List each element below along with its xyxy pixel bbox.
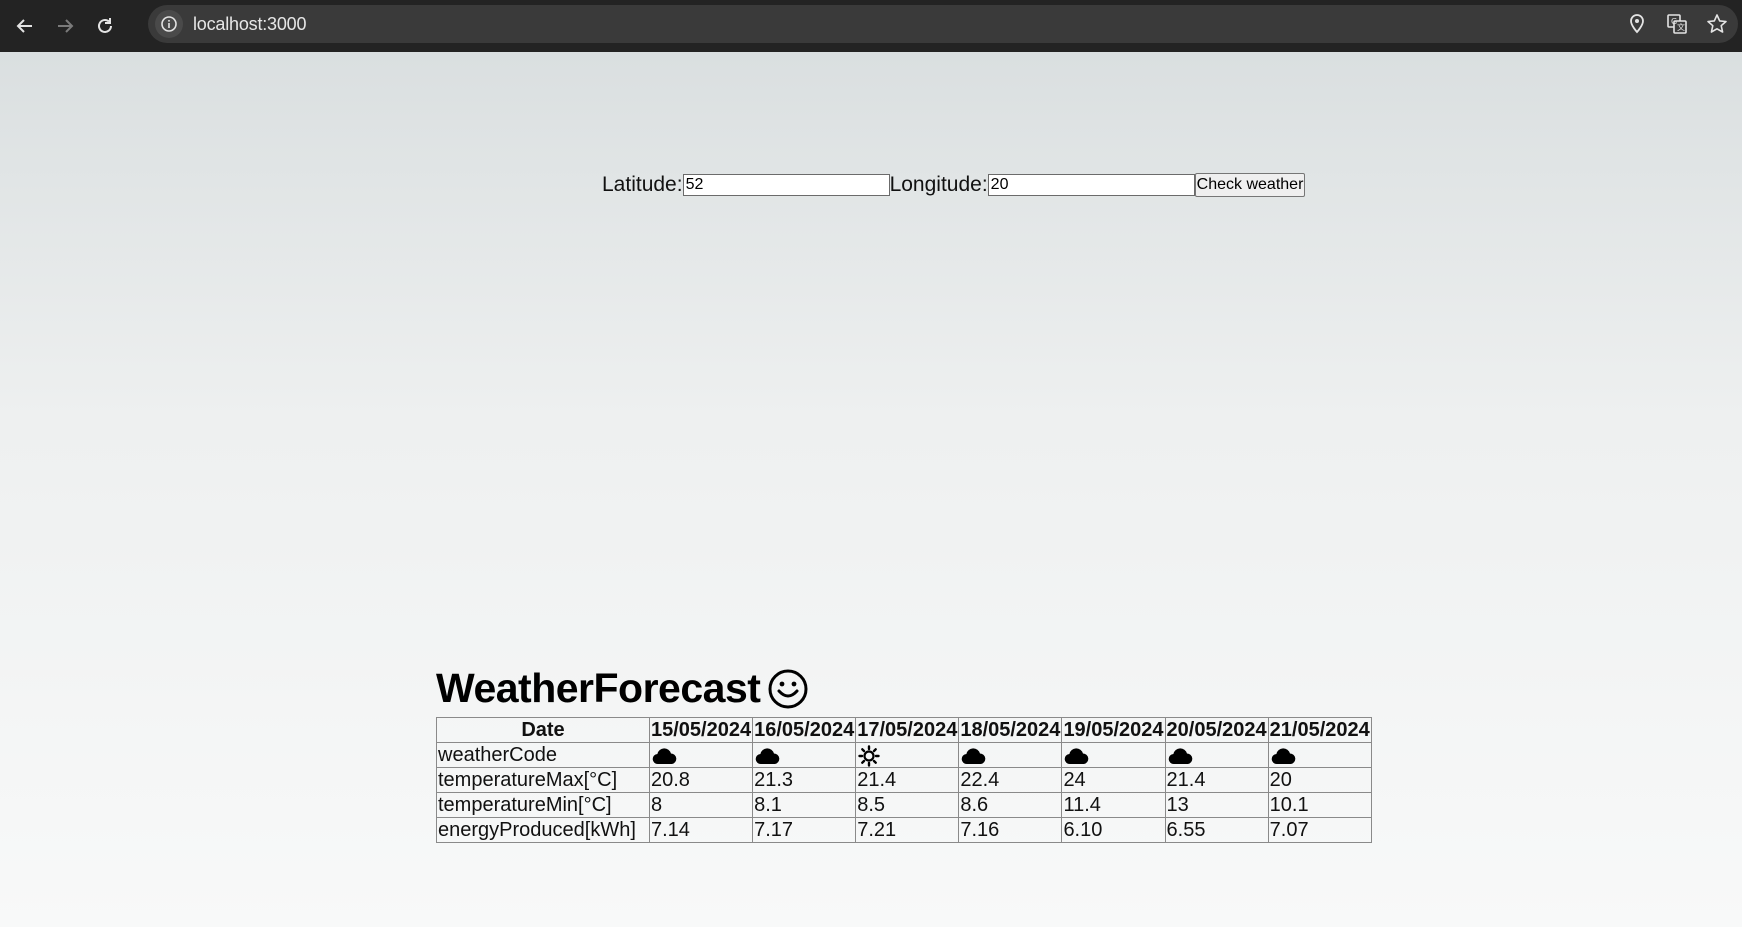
reload-button[interactable] bbox=[90, 11, 120, 41]
column-header: 18/05/2024 bbox=[958, 717, 1063, 743]
table-cell: 7.16 bbox=[958, 817, 1063, 843]
row-label: temperatureMax[°C] bbox=[436, 767, 650, 793]
smile-icon bbox=[768, 669, 808, 709]
weather-code-cell bbox=[1061, 742, 1166, 768]
back-button[interactable] bbox=[10, 11, 40, 41]
table-cell: 21.4 bbox=[855, 767, 960, 793]
arrow-left-icon bbox=[16, 19, 32, 33]
table-row: weatherCode bbox=[436, 742, 1372, 768]
table-cell: 22.4 bbox=[958, 767, 1063, 793]
location-icon[interactable] bbox=[1624, 11, 1650, 37]
forecast-title-text: WeatherForecast bbox=[436, 665, 761, 711]
weather-code-cell bbox=[855, 742, 960, 768]
site-info-button[interactable] bbox=[155, 10, 183, 38]
cloud-icon bbox=[961, 747, 987, 765]
info-icon bbox=[161, 16, 177, 32]
table-cell: 13 bbox=[1164, 792, 1269, 818]
table-cell: 10.1 bbox=[1267, 792, 1372, 818]
table-row: temperatureMin[°C] 8 8.1 8.5 8.6 11.4 13… bbox=[436, 792, 1372, 818]
column-header: 15/05/2024 bbox=[648, 717, 754, 743]
table-cell: 8 bbox=[648, 792, 754, 818]
table-cell: 20 bbox=[1267, 767, 1372, 793]
cloud-icon bbox=[1168, 747, 1194, 765]
row-label: weatherCode bbox=[436, 742, 650, 768]
table-cell: 6.10 bbox=[1061, 817, 1166, 843]
table-cell: 20.8 bbox=[648, 767, 754, 793]
table-cell: 7.17 bbox=[752, 817, 857, 843]
table-cell: 7.14 bbox=[648, 817, 754, 843]
longitude-label: Longitude: bbox=[889, 173, 988, 196]
weather-code-cell bbox=[958, 742, 1063, 768]
weather-code-cell bbox=[752, 742, 857, 768]
row-label: temperatureMin[°C] bbox=[436, 792, 650, 818]
column-header: 19/05/2024 bbox=[1061, 717, 1166, 743]
forecast-title: WeatherForecast bbox=[436, 665, 808, 712]
cloud-icon bbox=[755, 747, 781, 765]
cloud-icon bbox=[1271, 747, 1297, 765]
forecast-table: Date 15/05/2024 16/05/2024 17/05/2024 18… bbox=[436, 717, 1372, 843]
bookmark-star-icon[interactable] bbox=[1704, 11, 1730, 37]
check-weather-button[interactable]: Check weather bbox=[1194, 173, 1306, 197]
table-row: energyProduced[kWh] 7.14 7.17 7.21 7.16 … bbox=[436, 817, 1372, 843]
column-header: 16/05/2024 bbox=[752, 717, 857, 743]
weather-code-cell bbox=[648, 742, 754, 768]
url-text[interactable]: localhost:3000 bbox=[193, 13, 307, 34]
longitude-input[interactable] bbox=[987, 174, 1195, 196]
table-cell: 11.4 bbox=[1061, 792, 1166, 818]
column-header: 21/05/2024 bbox=[1267, 717, 1372, 743]
table-cell: 21.3 bbox=[752, 767, 857, 793]
table-cell: 8.6 bbox=[958, 792, 1063, 818]
arrow-right-icon bbox=[58, 19, 74, 33]
table-cell: 6.55 bbox=[1164, 817, 1269, 843]
table-header-row: Date 15/05/2024 16/05/2024 17/05/2024 18… bbox=[436, 717, 1372, 743]
latitude-input[interactable] bbox=[682, 174, 890, 196]
sun-icon bbox=[858, 745, 880, 767]
table-cell: 8.1 bbox=[752, 792, 857, 818]
table-cell: 21.4 bbox=[1164, 767, 1269, 793]
table-row: temperatureMax[°C] 20.8 21.3 21.4 22.4 2… bbox=[436, 767, 1372, 793]
forward-button[interactable] bbox=[50, 11, 80, 41]
weather-code-cell bbox=[1164, 742, 1269, 768]
column-header: Date bbox=[436, 717, 650, 743]
svg-text:文: 文 bbox=[1677, 22, 1685, 32]
cloud-icon bbox=[652, 747, 678, 765]
table-cell: 8.5 bbox=[855, 792, 960, 818]
latitude-label: Latitude: bbox=[602, 173, 683, 196]
weather-code-cell bbox=[1267, 742, 1372, 768]
table-cell: 7.07 bbox=[1267, 817, 1372, 843]
coordinates-form: Latitude: Longitude: Check weather bbox=[602, 173, 1306, 197]
svg-text:G: G bbox=[1671, 17, 1677, 26]
column-header: 17/05/2024 bbox=[855, 717, 960, 743]
cloud-icon bbox=[1064, 747, 1090, 765]
reload-icon bbox=[98, 18, 112, 33]
row-label: energyProduced[kWh] bbox=[436, 817, 650, 843]
column-header: 20/05/2024 bbox=[1164, 717, 1269, 743]
table-cell: 24 bbox=[1061, 767, 1166, 793]
table-cell: 7.21 bbox=[855, 817, 960, 843]
